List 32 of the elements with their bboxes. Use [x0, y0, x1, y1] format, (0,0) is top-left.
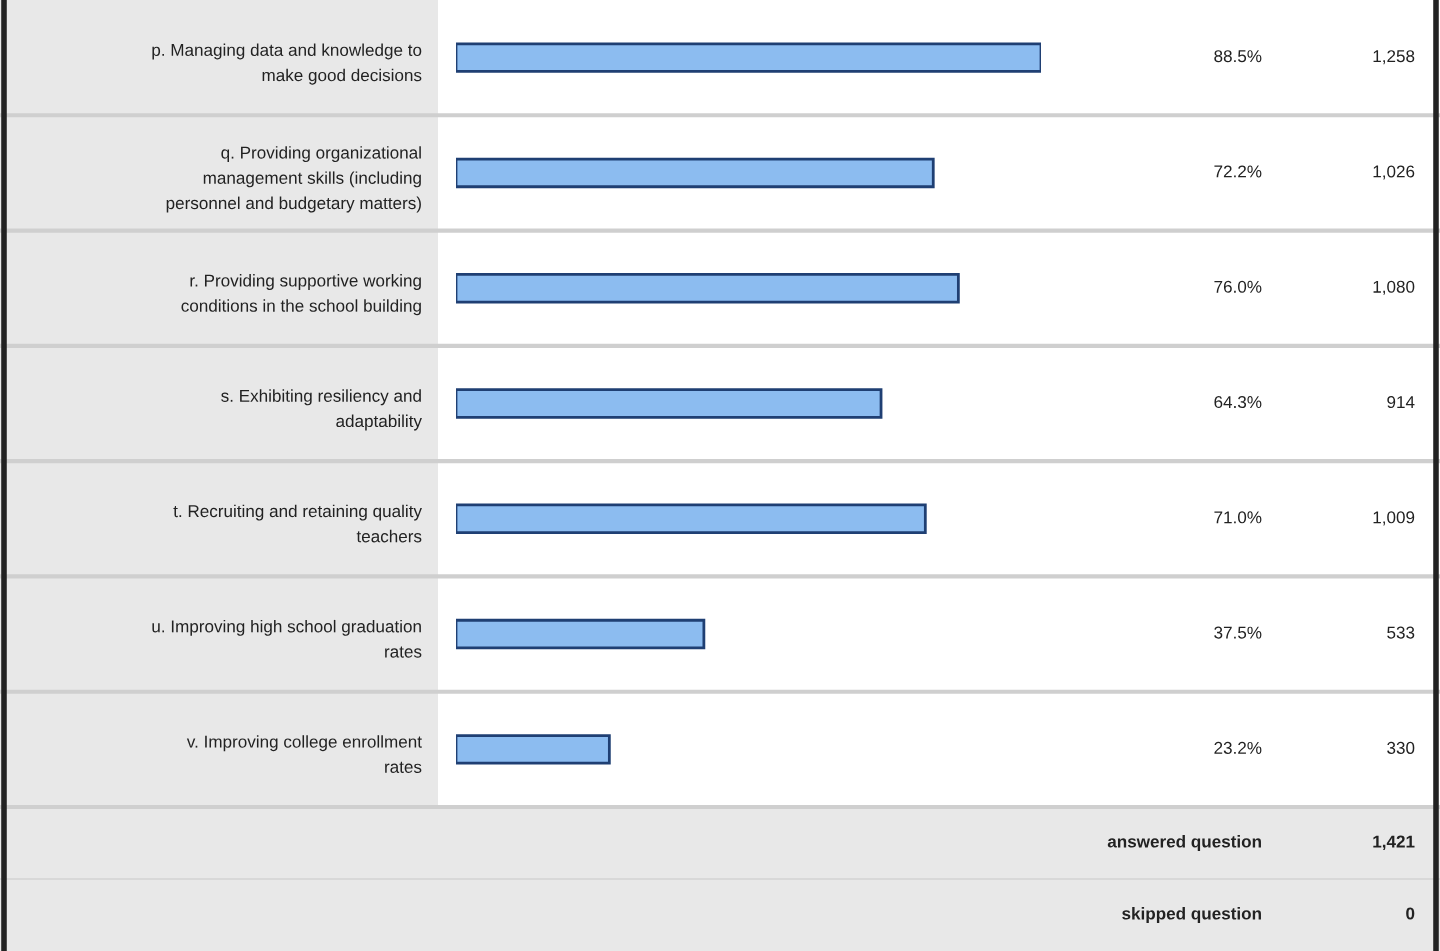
- text: 1,026: [1373, 165, 1415, 180]
- text: 1,080: [1373, 280, 1415, 295]
- data-label: 72.2%: [1214, 165, 1262, 178]
- data-label: 76.0%: [1214, 280, 1262, 293]
- text: 0: [1406, 907, 1415, 920]
- y-tick-label: v. Improving college enrollment rates: [186, 735, 422, 773]
- text: skipped question: [1122, 907, 1261, 923]
- data-label: 37.5%: [1214, 626, 1262, 639]
- data-label: 64.3%: [1214, 395, 1262, 409]
- text: 533: [1387, 626, 1415, 639]
- y-tick-label: r. Providing supportive working conditions in the school building: [181, 274, 421, 316]
- bar: [456, 42, 1041, 73]
- text: answered question: [1107, 835, 1261, 851]
- y-tick-label: p. Managing data and knowledge to make good decisions: [152, 43, 422, 85]
- text: 1,009: [1373, 511, 1415, 526]
- bar: [456, 503, 927, 535]
- y-tick-label: u. Improving high school graduation rates: [152, 619, 422, 658]
- data-label: 71.0%: [1214, 511, 1262, 524]
- text: 914: [1387, 395, 1415, 409]
- bar: [456, 272, 960, 304]
- y-tick-label: t. Recruiting and retaining quality teachers: [173, 504, 422, 543]
- y-tick-label: q. Providing organizational management skills (including personnel and budgetary matters): [166, 146, 421, 213]
- text: 330: [1387, 741, 1415, 754]
- data-label: 88.5%: [1214, 50, 1262, 63]
- bar: [456, 388, 883, 419]
- bar: [456, 618, 706, 650]
- text: 1,258: [1373, 50, 1415, 65]
- y-tick-label: s. Exhibiting resiliency and adaptability: [221, 389, 422, 431]
- bar: [456, 734, 611, 765]
- text: 1,421: [1373, 835, 1415, 851]
- data-label: 23.2%: [1214, 741, 1262, 754]
- bar: [456, 157, 935, 189]
